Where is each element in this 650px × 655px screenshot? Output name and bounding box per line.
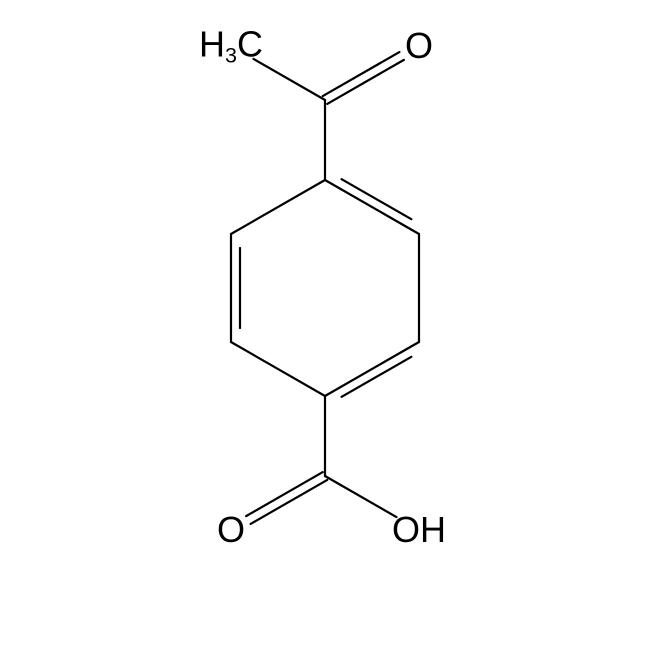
molecule-diagram: H3C O O OH	[0, 0, 650, 650]
atom-label-cooh_o_dbl: O	[217, 509, 245, 551]
molecule-svg	[0, 0, 650, 650]
atom-label-cooh_oh: OH	[392, 509, 446, 551]
atom-label-acetyl_o: O	[405, 25, 433, 67]
atom-label-acetyl_ch3: H3C	[199, 23, 263, 68]
